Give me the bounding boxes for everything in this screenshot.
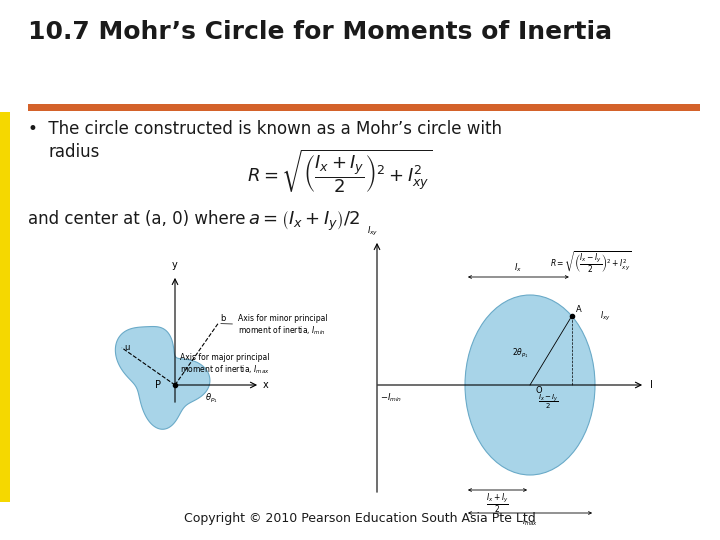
Text: $2\theta_{p_1}$: $2\theta_{p_1}$ (512, 346, 529, 360)
Text: b: b (220, 314, 225, 322)
Text: $I_x$: $I_x$ (514, 261, 523, 273)
Bar (0, 112, 10, 502)
Text: •  The circle constructed is known as a Mohr’s circle with: • The circle constructed is known as a M… (28, 120, 502, 138)
Text: $R = \sqrt{\left(\dfrac{I_x - I_y}{2}\right)^2 + I_{xy}^2}$: $R = \sqrt{\left(\dfrac{I_x - I_y}{2}\ri… (550, 250, 631, 276)
Text: Axis for major principal
moment of inertia, $I_{max}$: Axis for major principal moment of inert… (180, 353, 269, 376)
Text: 10.7 Mohr’s Circle for Moments of Inertia: 10.7 Mohr’s Circle for Moments of Inerti… (28, 20, 612, 44)
Text: O: O (535, 386, 541, 395)
Text: $I_{xy}$: $I_{xy}$ (600, 309, 611, 322)
Text: Copyright © 2010 Pearson Education South Asia Pte Ltd: Copyright © 2010 Pearson Education South… (184, 512, 536, 525)
Polygon shape (115, 327, 210, 429)
Text: radius: radius (48, 143, 99, 161)
Text: $R = \sqrt{\left(\dfrac{I_x + I_y}{2}\right)^2 + I_{xy}^2}$: $R = \sqrt{\left(\dfrac{I_x + I_y}{2}\ri… (248, 148, 433, 196)
Text: I: I (650, 380, 653, 390)
Text: and center at (a, 0) where: and center at (a, 0) where (28, 210, 246, 228)
Text: y: y (172, 260, 178, 270)
Bar (28, 104, 700, 111)
Text: A: A (576, 305, 582, 314)
Text: $I_{max}$: $I_{max}$ (522, 515, 538, 528)
Text: $\theta_{p_1}$: $\theta_{p_1}$ (205, 392, 218, 404)
Text: $\dfrac{I_x - I_y}{2}$: $\dfrac{I_x - I_y}{2}$ (538, 393, 559, 411)
Ellipse shape (465, 295, 595, 475)
Text: $-I_{min}$: $-I_{min}$ (380, 391, 402, 403)
Text: x: x (263, 380, 269, 390)
Text: $\dfrac{I_x + I_y}{2}$: $\dfrac{I_x + I_y}{2}$ (486, 492, 509, 515)
Text: $I_{xy}$: $I_{xy}$ (367, 225, 379, 238)
Text: u: u (124, 343, 129, 352)
Text: Axis for minor principal
moment of inertia, $I_{min}$: Axis for minor principal moment of inert… (221, 314, 328, 337)
Text: P: P (155, 380, 161, 390)
Text: $a = \left(I_x + I_y\right)/2$: $a = \left(I_x + I_y\right)/2$ (248, 210, 361, 233)
